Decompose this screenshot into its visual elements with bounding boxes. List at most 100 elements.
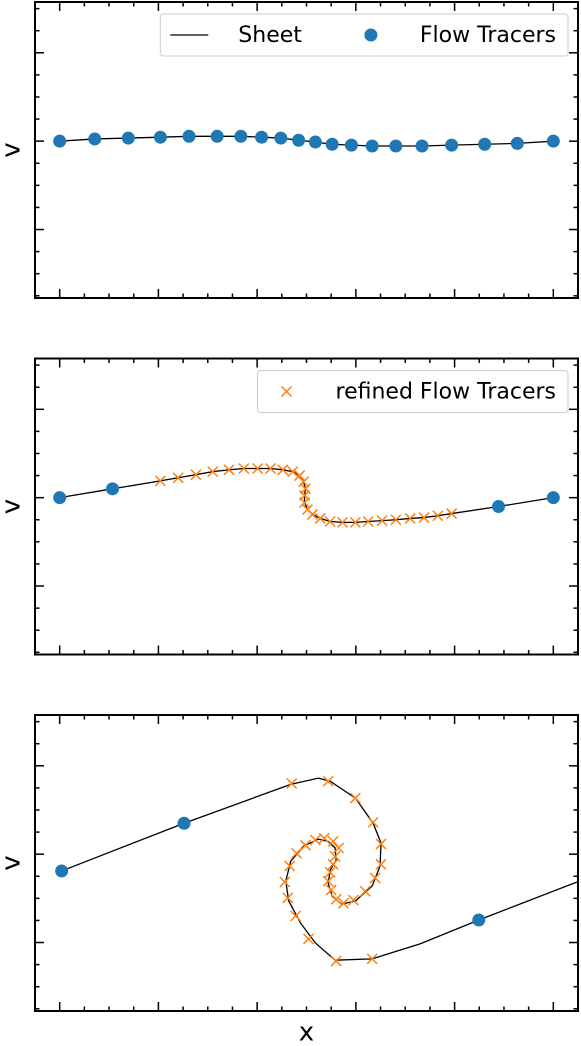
tracer-point [153, 130, 167, 144]
cross-stroke [223, 464, 235, 476]
cross-stroke [330, 955, 342, 967]
refined-tracer [369, 872, 381, 884]
refined-tracer [298, 496, 311, 509]
cross-stroke [306, 508, 318, 520]
refined-tracer [252, 462, 264, 475]
cross-stroke [314, 512, 326, 524]
tracer-point [389, 139, 403, 153]
refined-tracer [172, 472, 184, 484]
cross-stroke [298, 496, 311, 509]
refined-tracer [404, 512, 416, 524]
cross-stroke [324, 515, 336, 528]
refined-tracer [322, 775, 334, 787]
tracer-point [344, 138, 358, 152]
refined-tracer [359, 885, 371, 897]
refined-tracer [306, 508, 318, 520]
x-axis-label: x [299, 1018, 314, 1046]
refined-tracer [264, 462, 276, 475]
cross-stroke [154, 475, 166, 487]
refined-tracer [362, 515, 374, 528]
tracer-point [492, 500, 506, 513]
cross-stroke [322, 775, 334, 787]
cross-stroke [376, 515, 388, 527]
cross-stroke [330, 893, 342, 905]
tracer-point [274, 131, 288, 145]
legend-label: Flow Tracers [420, 23, 556, 48]
refined-tracer [375, 858, 387, 870]
refined-tracer [291, 847, 303, 859]
cross-stroke [280, 385, 293, 398]
refined-tracer [330, 955, 342, 967]
refined-tracer [376, 515, 388, 527]
refined-tracer [333, 842, 345, 854]
refined-tracer [277, 464, 289, 476]
legend: Sheet Flow Tracers [159, 13, 569, 57]
refined-tracer [347, 894, 359, 906]
cross-stroke [375, 838, 387, 850]
cross-stroke [432, 510, 444, 522]
plot-frame [34, 714, 579, 1012]
tracer-point [177, 816, 191, 830]
sheet-line [61, 777, 578, 961]
cross-stroke [366, 953, 378, 965]
legend-marker [280, 385, 293, 398]
tracer-point [53, 491, 67, 505]
tracer-point [308, 135, 322, 149]
cross-stroke [349, 516, 361, 528]
tracer-point [445, 138, 459, 152]
tracer-point [472, 913, 486, 927]
cross-stroke [190, 469, 202, 481]
cross-stroke [284, 860, 296, 872]
refined-tracer [238, 462, 250, 475]
refined-tracer [330, 893, 342, 905]
refined-tracer [325, 884, 337, 896]
refined-tracer [390, 514, 402, 526]
refined-tracer [279, 876, 291, 888]
refined-tracer [290, 910, 302, 922]
refined-tracer [309, 834, 321, 846]
refined-tracer [286, 777, 298, 790]
cross-stroke [359, 885, 371, 897]
cross-stroke [298, 476, 310, 488]
tracer-point [182, 129, 196, 143]
legend-marker [364, 28, 378, 42]
cross-stroke [299, 839, 312, 851]
legend-box [159, 13, 569, 57]
tracer-point [415, 139, 429, 153]
legend-label: Sheet [238, 23, 302, 48]
refined-tracer [299, 839, 312, 851]
tracer-point [234, 129, 248, 143]
cross-stroke [349, 792, 361, 804]
refined-tracer [366, 953, 378, 965]
cross-stroke [294, 470, 306, 482]
cross-stroke [329, 850, 341, 862]
refined-tracer [322, 875, 334, 887]
cross-stroke [282, 892, 294, 904]
sheet-line [59, 467, 554, 524]
legend-box [257, 370, 569, 413]
cross-stroke [390, 514, 402, 526]
refined-tracer [337, 897, 350, 909]
y-axis-label: v [0, 855, 27, 870]
refined-tracer [324, 515, 336, 528]
cross-stroke [325, 884, 337, 896]
refined-tracer [314, 512, 326, 524]
cross-stroke [337, 516, 349, 528]
cross-stroke [277, 464, 289, 476]
cross-stroke [404, 512, 416, 524]
cross-stroke [302, 933, 315, 945]
refined-tracer [329, 850, 341, 862]
panel: vx [0, 714, 579, 1046]
refined-tracer [298, 476, 310, 488]
refined-tracer [287, 466, 299, 478]
cross-stroke [290, 910, 302, 922]
legend: refined Flow Tracers [257, 370, 569, 413]
refined-tracer [324, 866, 336, 878]
plot-frame [34, 357, 579, 656]
cross-stroke [286, 777, 298, 790]
panel: v Sheet Flow Tracers [0, 1, 579, 299]
plot-frame [34, 1, 579, 299]
cross-stroke [324, 866, 336, 878]
